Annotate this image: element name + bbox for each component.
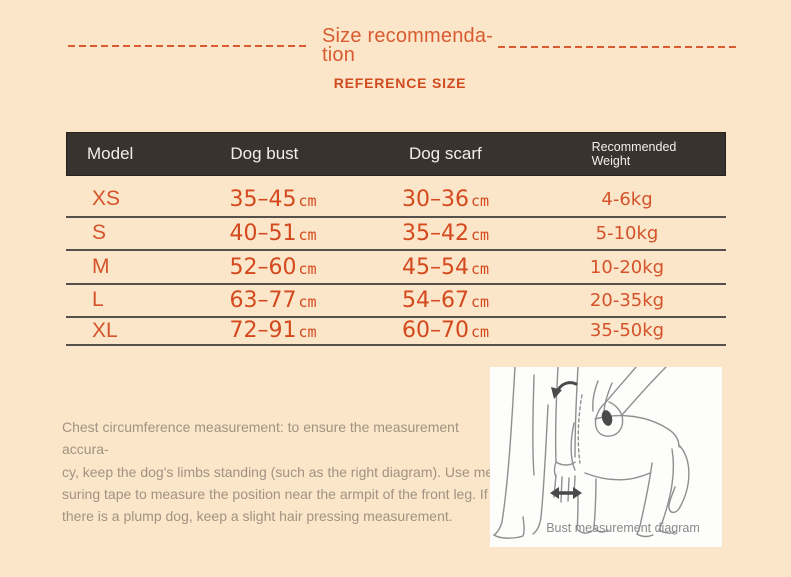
unit-label: cm <box>298 225 317 244</box>
weight-range: 5-10kg <box>595 222 659 244</box>
double-arrow-icon <box>550 487 582 499</box>
unit-label: cm <box>470 292 490 311</box>
note-line: cy, keep the dog's limbs standing (such … <box>62 463 506 480</box>
dog-measurement-illustration <box>493 367 690 539</box>
range-value: 30–36 <box>401 186 469 212</box>
table-row-xs: XS 35–45 cm 30–36 cm 4-6kg <box>66 176 726 218</box>
column-header-model: Model <box>87 144 134 163</box>
size-table: Model Dog bust Dog scarf Recommended Wei… <box>66 132 726 346</box>
range-value: 63–77 <box>229 287 297 313</box>
range-value: 52–60 <box>229 254 297 280</box>
right-dashed-divider <box>498 46 738 48</box>
dog-outline <box>570 380 690 538</box>
table-row-l: L 63–77 cm 54–67 cm 20-35kg <box>66 285 726 318</box>
column-header-dog-scarf: Dog scarf <box>408 144 482 163</box>
unit-label: cm <box>298 259 317 278</box>
range-value: 54–67 <box>401 287 469 313</box>
unit-label: cm <box>470 225 490 244</box>
size-label: S <box>92 221 107 245</box>
weight-range: 4-6kg <box>601 188 653 210</box>
table-row-s: S 40–51 cm 35–42 cm 5-10kg <box>66 218 726 251</box>
weight-range: 10-20kg <box>589 256 665 278</box>
unit-label: cm <box>298 191 317 210</box>
size-label: XL <box>92 318 118 342</box>
curved-arrow-icon <box>551 381 578 399</box>
diagram-caption: Bust measurement diagram <box>546 521 700 535</box>
size-label: L <box>92 288 104 312</box>
range-value: 35–42 <box>401 220 469 246</box>
unit-label: cm <box>298 323 317 342</box>
bust-range: 35–45 cm <box>165 187 363 212</box>
range-value: 72–91 <box>229 318 297 344</box>
column-header-recommended-weight: Recommended Weight <box>591 140 677 168</box>
person-forearm-hand <box>553 367 579 503</box>
left-dashed-divider <box>68 45 308 47</box>
scarf-range: 54–67 cm <box>363 288 528 313</box>
range-value: 60–70 <box>401 318 469 344</box>
reference-size-label: REFERENCE SIZE <box>333 75 467 91</box>
weight-range: 20-35kg <box>589 289 665 311</box>
range-value: 35–45 <box>229 186 297 212</box>
page-title: Size recommenda- tion <box>322 25 494 66</box>
scarf-range: 60–70 cm <box>363 318 528 343</box>
unit-label: cm <box>470 259 490 278</box>
bust-range: 52–60 cm <box>165 255 363 280</box>
note-line: there is a plump dog, keep a slight hair… <box>62 508 453 525</box>
size-table-header: Model Dog bust Dog scarf Recommended Wei… <box>66 132 726 176</box>
measuring-tape <box>577 394 583 464</box>
size-table-body: XS 35–45 cm 30–36 cm 4-6kg S 40–51 cm 35–42… <box>66 176 726 346</box>
bust-range: 63–77 cm <box>165 288 363 313</box>
measurement-note: Chest circumference measurement: to ensu… <box>62 416 507 527</box>
person-arm-and-hand <box>594 367 667 437</box>
person-legs <box>493 367 549 539</box>
unit-label: cm <box>470 191 490 210</box>
range-value: 40–51 <box>229 220 297 246</box>
scarf-range: 30–36 cm <box>363 187 528 212</box>
table-row-m: M 52–60 cm 45–54 cm 10-20kg <box>66 251 726 285</box>
scarf-range: 45–54 cm <box>363 255 528 280</box>
note-line: Chest circumference measurement: to ensu… <box>62 419 459 458</box>
table-row-xl: XL 72–91 cm 60–70 cm 35-50kg <box>66 318 726 346</box>
range-value: 45–54 <box>401 254 469 280</box>
note-line: suring tape to measure the position near… <box>62 485 488 502</box>
bust-range: 72–91 cm <box>165 318 363 343</box>
unit-label: cm <box>298 292 317 311</box>
bust-range: 40–51 cm <box>165 221 363 246</box>
unit-label: cm <box>470 323 490 342</box>
scarf-range: 35–42 cm <box>363 221 528 246</box>
size-label: M <box>92 255 110 278</box>
weight-range: 35-50kg <box>589 320 665 342</box>
column-header-dog-bust: Dog bust <box>230 144 299 163</box>
size-label: XS <box>92 187 121 211</box>
bust-measurement-diagram: Bust measurement diagram <box>490 367 722 547</box>
